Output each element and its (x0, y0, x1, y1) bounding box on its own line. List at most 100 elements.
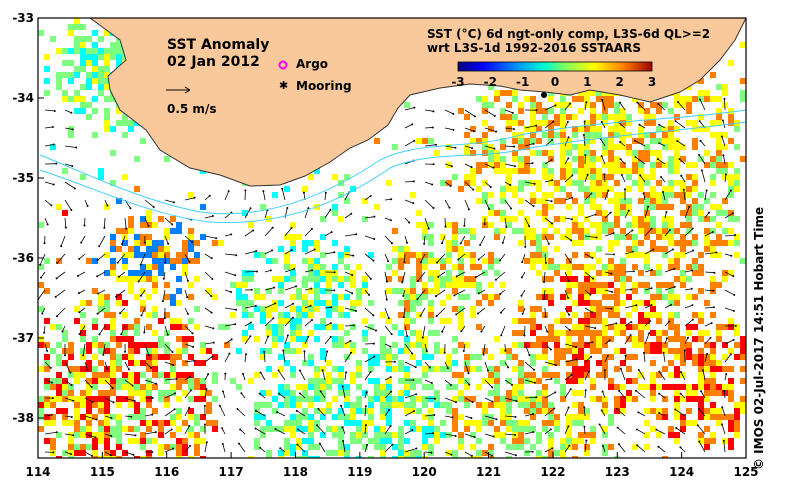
sst-cell (530, 324, 536, 330)
sst-cell (194, 252, 200, 258)
current-arrow (221, 428, 226, 435)
current-arrow (424, 414, 435, 417)
sst-cell (530, 192, 536, 198)
sst-cell (614, 348, 620, 354)
sst-cell (620, 144, 626, 150)
current-arrow-head (606, 354, 609, 357)
sst-cell (704, 438, 710, 444)
sst-cell (650, 306, 656, 312)
current-arrow (404, 325, 408, 337)
current-arrow (184, 360, 195, 363)
current-arrow (344, 352, 352, 363)
sst-cell (476, 300, 482, 306)
current-arrow (424, 379, 432, 384)
sst-cell (560, 102, 566, 108)
sst-cell (734, 144, 740, 150)
current-arrow-head (642, 192, 645, 195)
sst-cell (290, 306, 296, 312)
sst-cell (662, 192, 668, 198)
sst-cell (176, 444, 182, 450)
current-arrow-head (723, 389, 726, 392)
sst-cell (662, 216, 668, 222)
sst-cell (728, 186, 734, 192)
sst-cell (548, 222, 554, 228)
current-arrow (484, 361, 489, 371)
sst-cell (488, 258, 494, 264)
sst-cell (566, 444, 572, 450)
sst-cell (278, 402, 284, 408)
sst-cell (458, 282, 464, 288)
sst-cell (548, 234, 554, 240)
sst-cell (728, 108, 734, 114)
sst-cell (386, 390, 392, 396)
sst-cell (734, 354, 740, 360)
current-arrow (500, 307, 506, 313)
sst-cell (116, 384, 122, 390)
sst-cell (68, 450, 74, 456)
sst-cell (512, 420, 518, 426)
current-arrow-head (174, 392, 177, 395)
sst-cell (518, 120, 524, 126)
sst-cell (458, 372, 464, 378)
current-arrow-head (43, 331, 46, 334)
sst-cell (680, 336, 686, 342)
sst-cell (560, 312, 566, 318)
sst-cell (500, 168, 506, 174)
current-arrow-head (575, 345, 578, 348)
sst-cell (74, 24, 80, 30)
sst-cell (176, 276, 182, 282)
current-arrow-head (590, 355, 593, 358)
sst-cell (734, 174, 740, 180)
sst-cell (704, 330, 710, 336)
sst-cell (308, 414, 314, 420)
sst-cell (650, 312, 656, 318)
sst-cell (644, 198, 650, 204)
sst-cell (266, 330, 272, 336)
sst-cell (122, 258, 128, 264)
sst-cell (380, 432, 386, 438)
sst-cell (320, 270, 326, 276)
sst-cell (470, 252, 476, 258)
sst-cell (176, 252, 182, 258)
current-arrow (543, 271, 546, 282)
sst-cell (596, 360, 602, 366)
sst-cell (110, 456, 116, 458)
sst-cell (668, 282, 674, 288)
current-arrow (82, 343, 86, 356)
current-arrow (184, 343, 194, 348)
sst-cell (320, 408, 326, 414)
current-arrow-head (163, 317, 166, 320)
current-arrow (84, 397, 93, 403)
current-arrow (697, 425, 706, 435)
sst-cell (62, 420, 68, 426)
current-arrow-head (680, 174, 683, 177)
sst-cell (698, 90, 704, 96)
sst-cell (56, 72, 62, 78)
current-arrow (164, 199, 175, 203)
current-arrow-head (623, 188, 626, 191)
sst-cell (500, 108, 506, 114)
sst-cell (98, 36, 104, 42)
sst-cell (608, 378, 614, 384)
sst-cell (716, 384, 722, 390)
current-arrow-head (678, 158, 681, 161)
sst-cell (548, 324, 554, 330)
current-arrow-head (649, 320, 652, 323)
sst-cell (548, 288, 554, 294)
current-arrow-head (52, 143, 55, 146)
sst-cell (512, 396, 518, 402)
sst-cell (158, 336, 164, 342)
sst-cell (368, 378, 374, 384)
current-arrow-head (55, 277, 58, 280)
sst-cell (236, 348, 242, 354)
current-arrow (604, 307, 612, 310)
sst-cell (674, 162, 680, 168)
sst-cell (116, 198, 122, 204)
sst-cell (68, 372, 74, 378)
sst-cell (482, 378, 488, 384)
sst-cell (452, 384, 458, 390)
current-arrow-head (172, 447, 175, 450)
sst-cell (542, 228, 548, 234)
sst-cell (170, 420, 176, 426)
sst-cell (410, 396, 416, 402)
